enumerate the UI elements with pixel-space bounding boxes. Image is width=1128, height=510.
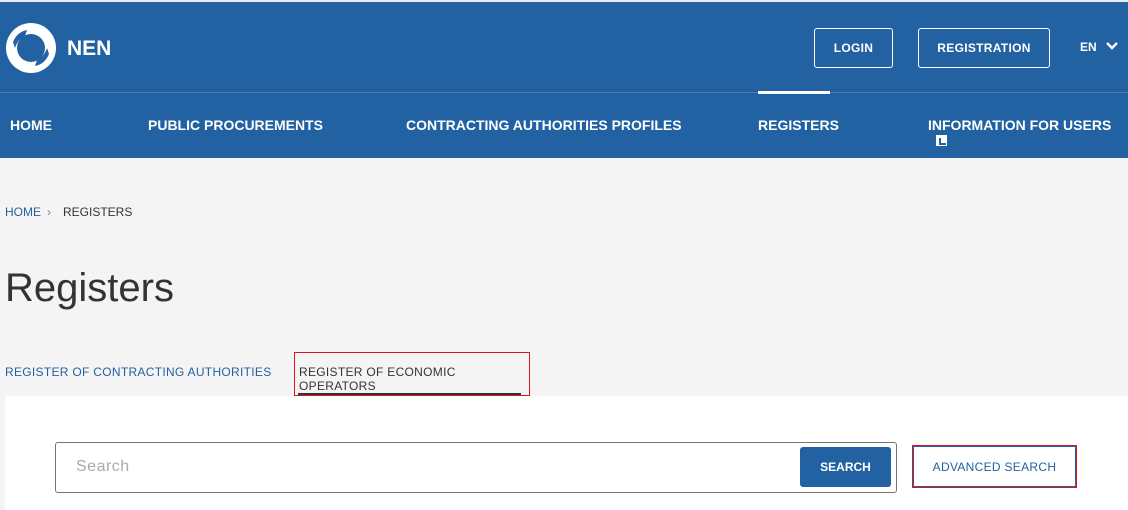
advanced-search-button[interactable]: ADVANCED SEARCH	[912, 445, 1077, 488]
tab-contracting-authorities[interactable]: REGISTER OF CONTRACTING AUTHORITIES	[5, 365, 272, 379]
nav-home[interactable]: HOME	[10, 117, 52, 133]
active-tab-indicator	[298, 393, 521, 395]
nav-information-label: INFORMATION FOR USERS	[928, 117, 1112, 133]
nav-divider	[0, 92, 1128, 93]
page-title: Registers	[5, 266, 174, 310]
tab-economic-operators[interactable]: REGISTER OF ECONOMIC OPERATORS	[294, 352, 530, 396]
search-placeholder: Search	[76, 458, 130, 475]
search-input[interactable]: Search SEARCH	[55, 442, 897, 493]
chevron-down-icon[interactable]	[1106, 40, 1118, 54]
nen-logo-icon[interactable]	[5, 22, 57, 74]
nav-information-for-users[interactable]: INFORMATION FOR USERS	[928, 117, 1128, 149]
brand-name[interactable]: NEN	[67, 37, 112, 60]
login-button[interactable]: LOGIN	[814, 28, 893, 68]
breadcrumb-home[interactable]: HOME	[5, 205, 41, 219]
breadcrumb-separator-icon: ›	[47, 205, 51, 219]
nav-registers[interactable]: REGISTERS	[758, 117, 839, 133]
nav-public-procurements[interactable]: PUBLIC PROCUREMENTS	[148, 117, 324, 133]
tab-economic-operators-label: REGISTER OF ECONOMIC OPERATORS	[299, 365, 456, 393]
search-button[interactable]: SEARCH	[800, 447, 891, 487]
active-nav-indicator	[758, 91, 830, 94]
language-selector[interactable]: EN	[1080, 40, 1097, 54]
nav-contracting-authorities-profiles[interactable]: CONTRACTING AUTHORITIES PROFILES	[406, 117, 682, 133]
registration-button[interactable]: REGISTRATION	[918, 28, 1050, 68]
top-border	[0, 0, 1128, 2]
external-link-icon	[936, 135, 947, 146]
breadcrumb-current: REGISTERS	[63, 205, 133, 219]
header: NEN LOGIN REGISTRATION EN HOME PUBLIC PR…	[0, 2, 1128, 158]
